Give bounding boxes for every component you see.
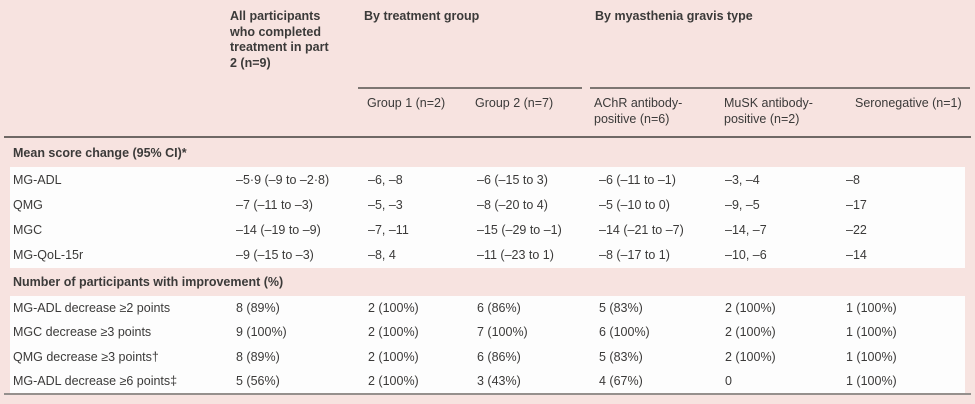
column-header-seronegative: Seronegative (n=1)	[855, 96, 962, 110]
cell-group2: –11 (–23 to 1)	[477, 248, 554, 263]
cell-musk: –3, –4	[725, 172, 760, 187]
improvement-rows: MG-ADL decrease ≥2 points 8 (89%) 2 (100…	[10, 296, 965, 393]
cell-all-participants: 9 (100%)	[236, 325, 287, 340]
column-header-group2: Group 2 (n=7)	[475, 96, 554, 110]
cell-group1: 2 (100%)	[368, 301, 419, 316]
section-header-mean-score-change: Mean score change (95% CI)*	[0, 139, 975, 167]
cell-group1: –5, –3	[368, 197, 403, 212]
column-header-all-participants: All participants who completed treatment…	[230, 9, 329, 70]
cell-seronegative: –8	[846, 172, 860, 187]
column-group-mg-type: By myasthenia gravis type	[595, 9, 753, 23]
table-row: MG-ADL –5·9 (–9 to –2·8) –6, –8 –6 (–15 …	[10, 167, 965, 192]
cell-group1: 2 (100%)	[368, 349, 419, 364]
cell-all-participants: –7 (–11 to –3)	[236, 197, 313, 212]
cell-achr: –14 (–21 to –7)	[599, 223, 684, 238]
mean-score-change-rows: MG-ADL –5·9 (–9 to –2·8) –6, –8 –6 (–15 …	[10, 167, 965, 268]
cell-seronegative: 1 (100%)	[846, 349, 897, 364]
table-bottom-rule	[4, 393, 971, 395]
cell-achr: 6 (100%)	[599, 325, 650, 340]
column-header-group1: Group 1 (n=2)	[367, 96, 446, 110]
cell-seronegative: 1 (100%)	[846, 373, 897, 388]
table-row: MGC decrease ≥3 points 9 (100%) 2 (100%)…	[10, 320, 965, 344]
cell-group2: –15 (–29 to –1)	[477, 223, 562, 238]
cell-all-participants: –14 (–19 to –9)	[236, 223, 321, 238]
table-row: MG-QoL-15r –9 (–15 to –3) –8, 4 –11 (–23…	[10, 243, 965, 268]
row-label: QMG decrease ≥3 points†	[13, 349, 159, 364]
cell-group1: 2 (100%)	[368, 373, 419, 388]
column-header-achr: AChR antibody-positive (n=6)	[594, 96, 683, 126]
row-label: MG-ADL decrease ≥2 points	[13, 301, 171, 316]
cell-achr: 5 (83%)	[599, 349, 643, 364]
table-row: MG-ADL decrease ≥2 points 8 (89%) 2 (100…	[10, 296, 965, 320]
cell-group1: –7, –11	[368, 223, 409, 238]
row-label: QMG	[13, 197, 43, 212]
cell-group2: –6 (–15 to 3)	[477, 172, 548, 187]
cell-all-participants: –9 (–15 to –3)	[236, 248, 314, 263]
row-label: MG-QoL-15r	[13, 248, 84, 263]
cell-all-participants: –5·9 (–9 to –2·8)	[236, 172, 330, 187]
table-row: QMG decrease ≥3 points† 8 (89%) 2 (100%)…	[10, 345, 965, 369]
cell-musk: –10, –6	[725, 248, 767, 263]
section-header-participants-improvement: Number of participants with improvement …	[0, 268, 975, 296]
cell-group1: –8, 4	[368, 248, 396, 263]
row-label: MGC decrease ≥3 points	[13, 325, 152, 340]
cell-musk: 0	[725, 373, 732, 388]
row-label: MGC	[13, 223, 43, 238]
cell-achr: 5 (83%)	[599, 301, 643, 316]
cell-musk: 2 (100%)	[725, 301, 776, 316]
cell-achr: –5 (–10 to 0)	[599, 197, 670, 212]
group-rule-mg-type	[590, 87, 970, 89]
table-row: MGC –14 (–19 to –9) –7, –11 –15 (–29 to …	[10, 218, 965, 243]
cell-all-participants: 5 (56%)	[236, 373, 280, 388]
cell-seronegative: –22	[846, 223, 867, 238]
cell-musk: 2 (100%)	[725, 349, 776, 364]
cell-achr: –6 (–11 to –1)	[599, 172, 676, 187]
cell-group2: 6 (86%)	[477, 301, 521, 316]
row-label: MG-ADL decrease ≥6 points‡	[13, 373, 178, 388]
cell-seronegative: –14	[846, 248, 867, 263]
cell-group2: –8 (–20 to 4)	[477, 197, 548, 212]
cell-seronegative: 1 (100%)	[846, 301, 897, 316]
section-title: Number of participants with improvement …	[13, 275, 284, 289]
cell-group2: 3 (43%)	[477, 373, 521, 388]
group-rule-treatment	[358, 87, 582, 89]
column-group-treatment: By treatment group	[364, 9, 480, 23]
cell-musk: –14, –7	[725, 223, 767, 238]
cell-achr: –8 (–17 to 1)	[599, 248, 670, 263]
cell-achr: 4 (67%)	[599, 373, 643, 388]
cell-all-participants: 8 (89%)	[236, 349, 280, 364]
section-title: Mean score change (95% CI)*	[13, 146, 187, 160]
cell-group2: 6 (86%)	[477, 349, 521, 364]
cell-seronegative: 1 (100%)	[846, 325, 897, 340]
cell-group1: –6, –8	[368, 172, 403, 187]
header-rule	[4, 136, 971, 138]
cell-all-participants: 8 (89%)	[236, 301, 280, 316]
cell-musk: –9, –5	[725, 197, 760, 212]
cell-musk: 2 (100%)	[725, 325, 776, 340]
table-row: MG-ADL decrease ≥6 points‡ 5 (56%) 2 (10…	[10, 369, 965, 393]
cell-group2: 7 (100%)	[477, 325, 528, 340]
column-header-musk: MuSK antibody-positive (n=2)	[724, 96, 813, 126]
table-row: QMG –7 (–11 to –3) –5, –3 –8 (–20 to 4) …	[10, 192, 965, 217]
row-label: MG-ADL	[13, 172, 62, 187]
cell-seronegative: –17	[846, 197, 867, 212]
cell-group1: 2 (100%)	[368, 325, 419, 340]
